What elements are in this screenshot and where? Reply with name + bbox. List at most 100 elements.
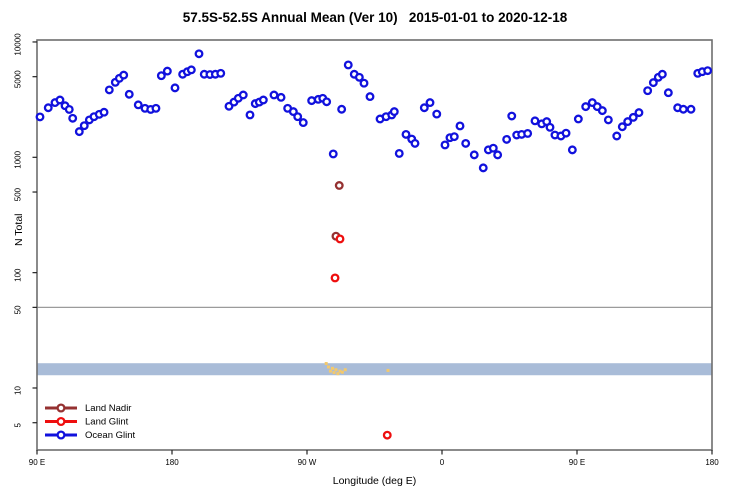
ocean-glint-point — [79, 121, 89, 131]
y-tick-label: 50 — [14, 305, 23, 314]
flagged-marks-point — [324, 362, 328, 366]
ocean-glint-point — [419, 103, 429, 113]
ocean-glint-point — [328, 149, 338, 159]
legend-label: Land Glint — [85, 417, 129, 428]
ocean-glint-point — [686, 104, 696, 114]
ocean-glint-point — [170, 83, 180, 93]
ocean-glint-point — [561, 128, 571, 138]
ocean-glint-point — [573, 114, 583, 124]
ocean-glint-point — [133, 100, 143, 110]
ocean-glint-point — [293, 112, 303, 122]
ocean-glint-point — [298, 118, 308, 128]
ocean-glint-point — [245, 110, 255, 120]
ocean-glint-point — [678, 104, 688, 114]
plot-border — [36, 39, 713, 451]
land-glint-point — [335, 234, 345, 244]
ocean-glint-point — [216, 68, 226, 78]
ocean-glint-point — [186, 65, 196, 75]
ocean-glint-point — [269, 90, 279, 100]
ocean-glint-point — [581, 102, 591, 112]
ocean-glint-point — [597, 106, 607, 116]
ocean-glint-point — [74, 127, 84, 137]
ocean-glint-point — [322, 97, 332, 107]
highlight-band — [37, 363, 712, 376]
ocean-glint-point — [151, 103, 161, 113]
ocean-glint-point — [634, 108, 644, 118]
ocean-glint-point — [343, 60, 353, 70]
legend-marker — [56, 403, 66, 413]
y-tick-label: 500 — [14, 187, 23, 201]
ocean-glint-point — [603, 115, 613, 125]
x-tick-label: 180 — [165, 458, 179, 467]
flagged-marks-point — [331, 366, 334, 370]
y-tick-label: 10000 — [14, 33, 23, 56]
ocean-glint-point — [425, 98, 435, 108]
ocean-glint-point — [276, 92, 286, 102]
ocean-glint-point — [545, 122, 555, 132]
flagged-marks-point — [326, 365, 330, 369]
ocean-glint-point — [156, 71, 166, 81]
ocean-glint-point — [401, 129, 411, 139]
ocean-glint-point — [68, 113, 78, 123]
ocean-glint-point — [507, 111, 517, 121]
x-tick-label: 0 — [440, 458, 445, 467]
ocean-glint-point — [64, 104, 74, 114]
x-tick-label: 180 — [705, 458, 719, 467]
ocean-glint-point — [410, 138, 420, 148]
ocean-glint-point — [502, 134, 512, 144]
ocean-glint-point — [455, 121, 465, 131]
ocean-glint-point — [628, 112, 638, 122]
legend-marker — [56, 416, 66, 427]
ocean-glint-point — [432, 109, 442, 119]
ocean-glint-point — [104, 85, 114, 95]
ocean-glint-point — [238, 90, 248, 100]
flagged-marks-point — [343, 368, 347, 372]
land-glint-point — [330, 273, 340, 283]
flagged-marks-point — [332, 371, 336, 375]
ocean-glint-point — [567, 145, 577, 155]
ocean-glint-point — [469, 150, 479, 160]
ocean-glint-point — [478, 163, 488, 173]
ocean-glint-point — [99, 107, 109, 117]
y-tick-label: 5 — [14, 422, 23, 427]
ocean-glint-point — [359, 78, 369, 88]
flagged-marks-point — [334, 368, 338, 372]
flagged-marks-point — [336, 372, 340, 376]
ocean-glint-point — [461, 138, 471, 148]
ocean-glint-point — [35, 112, 45, 122]
ocean-glint-point — [337, 104, 347, 114]
y-tick-label: 5000 — [14, 70, 23, 88]
ocean-glint-point — [394, 149, 404, 158]
ocean-glint-point — [617, 122, 627, 132]
ocean-glint-point — [493, 150, 503, 160]
legend-label: Ocean Glint — [85, 430, 136, 441]
ocean-glint-point — [488, 143, 498, 153]
ocean-glint-point — [643, 86, 653, 96]
flagged-marks-point — [338, 369, 342, 373]
flagged-marks-point — [340, 370, 344, 374]
legend-label: Land Nadir — [85, 403, 131, 414]
ocean-glint-point — [530, 116, 540, 126]
x-tick-label: 90 E — [29, 458, 45, 467]
ocean-glint-point — [162, 66, 172, 76]
flagged-marks-point — [386, 368, 390, 372]
ocean-glint-point — [523, 129, 533, 138]
land-nadir-point — [334, 181, 344, 190]
ocean-glint-point — [612, 131, 622, 141]
ocean-glint-point — [124, 89, 134, 99]
ocean-glint-point — [703, 66, 713, 76]
ocean-glint-point — [43, 103, 53, 113]
ocean-glint-point — [258, 95, 268, 105]
x-tick-label: 90 W — [298, 458, 317, 467]
ocean-glint-point — [663, 88, 673, 98]
x-tick-label: 90 E — [569, 458, 585, 467]
legend-marker — [56, 430, 66, 440]
ocean-glint-point — [365, 92, 375, 102]
chart-title: 57.5S-52.5S Annual Mean (Ver 10) 2015-01… — [182, 10, 568, 25]
ocean-glint-point — [657, 69, 667, 79]
y-tick-label: 1000 — [14, 150, 23, 168]
x-axis-title: Longitude (deg E) — [332, 475, 417, 487]
y-tick-label: 10 — [14, 385, 23, 394]
